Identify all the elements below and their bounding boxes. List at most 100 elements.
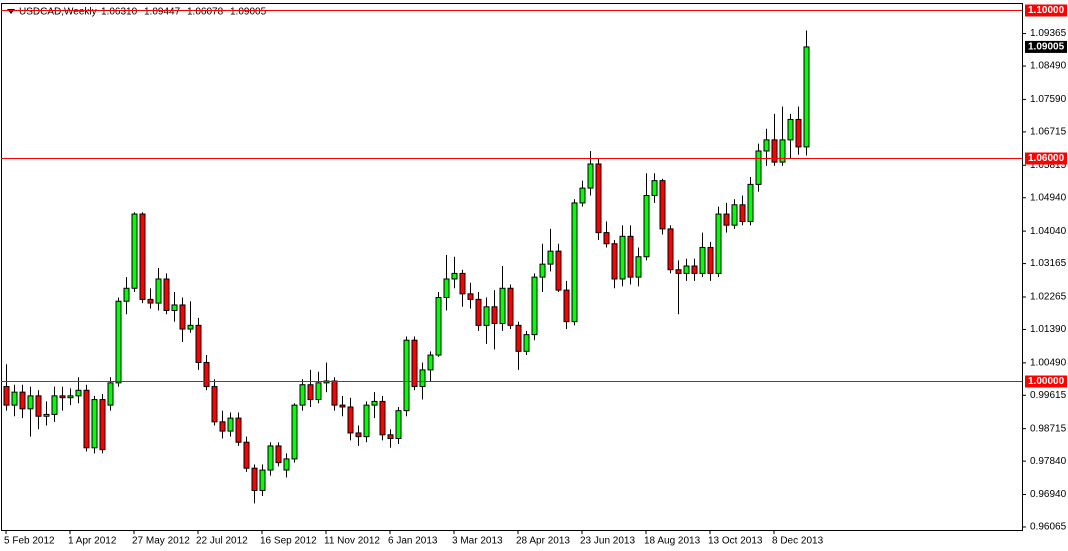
candle-body — [475, 298, 482, 326]
candle-body — [643, 195, 650, 258]
x-tick-label: 5 Feb 2012 — [4, 536, 55, 547]
price-label: 1.09005 — [1028, 42, 1065, 53]
candle-body — [19, 391, 26, 410]
candle-body — [715, 213, 722, 274]
x-tick-label: 23 Jun 2013 — [580, 536, 635, 547]
candle-body — [75, 389, 82, 397]
level-box — [1025, 4, 1067, 17]
candle-body — [763, 139, 770, 152]
candle-body — [595, 163, 602, 234]
candle-body — [235, 417, 242, 443]
y-tick-label: 1.01390 — [1030, 324, 1067, 335]
candle-body — [203, 361, 210, 388]
candle-body — [3, 386, 10, 406]
y-tick-label: 0.98715 — [1030, 423, 1067, 434]
candle-body — [483, 306, 490, 326]
y-tick-label: 1.02265 — [1030, 292, 1067, 303]
y-tick-label: 0.99615 — [1030, 390, 1067, 401]
candle-body — [803, 46, 810, 148]
candle-body — [227, 417, 234, 432]
y-tick-label: 0.96065 — [1030, 522, 1067, 533]
ohlc-value: 1.06310 — [101, 7, 138, 18]
y-tick-label: 1.03165 — [1030, 258, 1067, 269]
candle-body — [611, 243, 618, 280]
candle-body — [283, 458, 290, 471]
level-label: 1.06000 — [1028, 153, 1065, 164]
candle-body — [675, 269, 682, 274]
level-label: 1.10000 — [1028, 5, 1065, 16]
candle-body — [619, 235, 626, 280]
candle-body — [579, 187, 586, 204]
price-box — [1025, 40, 1067, 53]
candle-body — [179, 304, 186, 330]
candle-body — [243, 441, 250, 469]
candle-body — [435, 297, 442, 356]
candle-body — [499, 287, 506, 325]
plot-frame — [1, 3, 1023, 531]
candle-body — [723, 213, 730, 226]
candle-body — [627, 235, 634, 278]
candle-body — [171, 304, 178, 312]
candle-body — [363, 404, 370, 438]
candle-body — [787, 118, 794, 141]
x-tick-label: 13 Oct 2013 — [708, 536, 763, 547]
candle-body — [219, 421, 226, 432]
candle-body — [115, 300, 122, 384]
level-box — [1025, 375, 1067, 388]
candle-body — [667, 228, 674, 271]
x-tick-label: 8 Dec 2013 — [772, 536, 824, 547]
y-tick-label: 1.00490 — [1030, 357, 1067, 368]
x-tick-label: 28 Apr 2013 — [516, 536, 570, 547]
candle-body — [259, 469, 266, 491]
candle-body — [467, 293, 474, 300]
candle-body — [99, 399, 106, 451]
candle-body — [459, 272, 466, 295]
ohlc-value: 1.06078 — [187, 7, 224, 18]
y-tick-label: 1.04040 — [1030, 226, 1067, 237]
candle-body — [771, 139, 778, 163]
candle-body — [307, 384, 314, 401]
candle-body — [531, 276, 538, 336]
level-label: 1.00000 — [1028, 376, 1065, 387]
y-tick-label: 0.97840 — [1030, 456, 1067, 467]
candle-body — [123, 287, 130, 302]
candle-body — [211, 386, 218, 423]
candle-body — [555, 250, 562, 291]
candle-body — [67, 395, 74, 399]
candle-body — [547, 250, 554, 265]
y-tick-label: 1.08490 — [1030, 61, 1067, 72]
candle-body — [59, 395, 66, 399]
candle-body — [539, 263, 546, 278]
candle-body — [275, 445, 282, 464]
candle-body — [731, 204, 738, 226]
candle-body — [371, 400, 378, 406]
candle-body — [27, 395, 34, 410]
candle-body — [419, 369, 426, 388]
candle-body — [571, 202, 578, 323]
candle-body — [395, 410, 402, 440]
candle-body — [83, 389, 90, 449]
candle-body — [43, 413, 50, 417]
candle-body — [427, 354, 434, 371]
candle-body — [91, 399, 98, 449]
x-tick-label: 1 Apr 2012 — [68, 536, 117, 547]
x-tick-label: 11 Nov 2012 — [324, 536, 380, 547]
ohlc-value: 1.09447 — [144, 7, 181, 18]
candle-body — [795, 118, 802, 148]
symbol: USDCAD,Weekly — [19, 7, 97, 18]
candle-body — [411, 339, 418, 388]
candle-body — [603, 232, 610, 245]
candle-body — [187, 324, 194, 330]
candle-body — [331, 380, 338, 406]
candle-body — [291, 404, 298, 460]
y-tick-label: 1.06715 — [1030, 127, 1067, 138]
candle-body — [779, 139, 786, 163]
candle-body — [491, 306, 498, 325]
x-tick-label: 22 Jul 2012 — [196, 536, 248, 547]
candle-body — [267, 445, 274, 471]
y-tick-label: 1.07590 — [1030, 94, 1067, 105]
candle-body — [691, 265, 698, 274]
y-tick-label: 1.04940 — [1030, 192, 1067, 203]
candle-body — [755, 150, 762, 185]
candle-body — [251, 467, 258, 491]
